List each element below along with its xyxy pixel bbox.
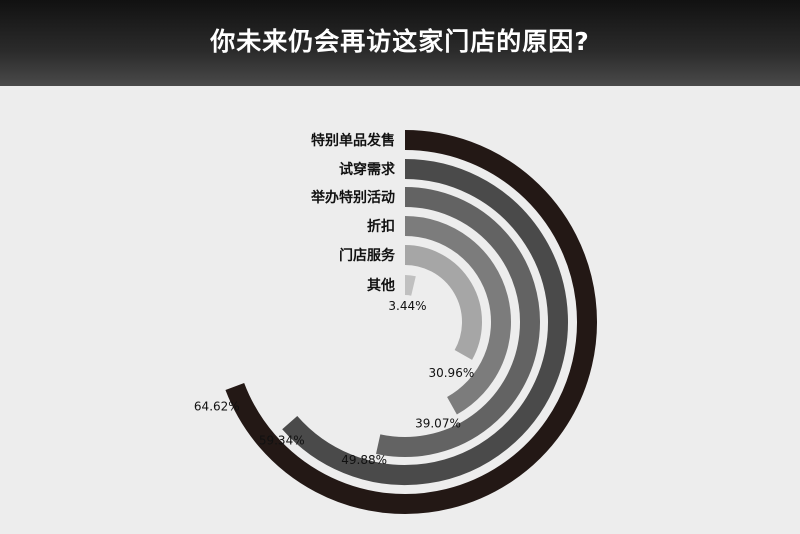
bar-1 bbox=[225, 130, 597, 514]
value-label-3: 49.88% bbox=[341, 453, 387, 467]
value-label-6: 3.44% bbox=[388, 299, 426, 313]
bar-4 bbox=[404, 216, 511, 415]
category-label-2: 试穿需求 bbox=[339, 161, 396, 178]
bar-2 bbox=[282, 159, 568, 485]
category-label-3: 举办特别活动 bbox=[310, 189, 395, 206]
header-bar: 你未来仍会再访这家门店的原因? bbox=[0, 0, 800, 86]
value-label-4: 39.07% bbox=[415, 417, 461, 431]
category-label-1: 特别单品发售 bbox=[311, 132, 395, 149]
category-label-6: 其他 bbox=[367, 277, 395, 294]
bar-5 bbox=[404, 245, 482, 360]
bar-6 bbox=[404, 275, 416, 296]
value-label-1: 64.62% bbox=[194, 399, 240, 413]
value-label-2: 59.34% bbox=[259, 434, 305, 448]
category-label-4: 折扣 bbox=[367, 218, 395, 235]
chart-title: 你未来仍会再访这家门店的原因? bbox=[210, 27, 590, 56]
category-label-5: 门店服务 bbox=[339, 247, 396, 264]
bars-group bbox=[225, 130, 597, 514]
bar-3 bbox=[376, 187, 540, 457]
value-labels: 64.62% 59.34% 49.88% 39.07% 30.96% 3.44% bbox=[194, 299, 474, 467]
value-label-5: 30.96% bbox=[428, 366, 474, 380]
